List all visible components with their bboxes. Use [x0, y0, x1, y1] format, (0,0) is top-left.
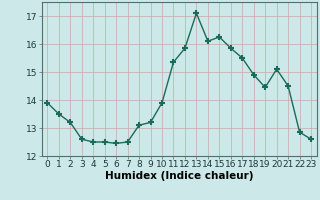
X-axis label: Humidex (Indice chaleur): Humidex (Indice chaleur) [105, 171, 253, 181]
